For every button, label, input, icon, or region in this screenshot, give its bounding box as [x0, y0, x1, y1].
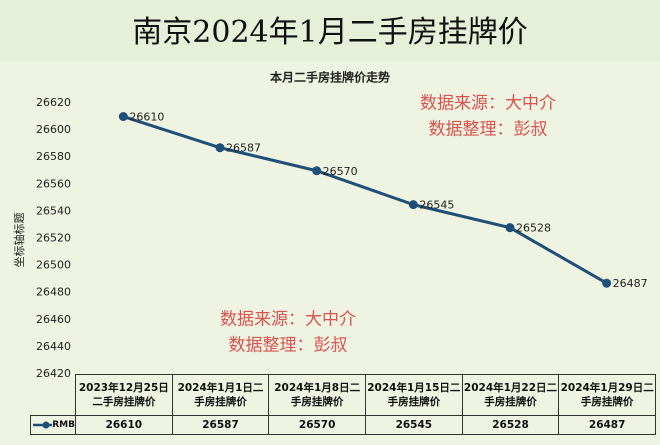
annotation: 数据整理：彭叔 [229, 336, 348, 356]
data-label: 26487 [613, 277, 648, 290]
banner [0, 0, 660, 62]
table-value: 26487 [558, 415, 656, 435]
table-header: 2024年1月29日二手房挂牌价 [558, 374, 656, 416]
y-tick-label: 26500 [36, 259, 71, 272]
table-header: 2023年12月25日二手房挂牌价 [75, 374, 173, 416]
table-value: 26570 [268, 415, 366, 435]
legend-label: RMB [52, 420, 75, 430]
annotation: 数据来源：大中介 [220, 310, 356, 330]
legend-key: RMB [30, 415, 76, 435]
y-tick-label: 26480 [36, 286, 71, 299]
annotation: 数据来源：大中介 [420, 94, 556, 114]
point [118, 112, 128, 122]
annotation: 数据整理：彭叔 [429, 120, 548, 140]
chart-title: 本月二手房挂牌价走势 [270, 70, 390, 85]
y-tick-label: 26600 [36, 123, 71, 136]
data-label: 26570 [323, 165, 358, 178]
y-tick-label: 26620 [36, 96, 71, 109]
y-tick-label: 26560 [36, 177, 71, 190]
point [215, 143, 225, 153]
table-value: 26528 [461, 415, 560, 435]
point [602, 278, 612, 288]
y-tick-label: 26440 [36, 340, 71, 353]
point [408, 200, 418, 210]
y-tick-label: 26580 [36, 150, 71, 163]
data-label: 26545 [419, 199, 454, 212]
point [312, 166, 322, 176]
table-header: 2024年1月22日二手房挂牌价 [461, 374, 560, 416]
legend-icon [33, 421, 53, 429]
table-value: 26610 [75, 415, 173, 435]
table-header: 2024年1月8日二手房挂牌价 [268, 374, 366, 416]
table-value: 26545 [365, 415, 463, 435]
table-header: 2024年1月15日二手房挂牌价 [365, 374, 463, 416]
table-header: 2024年1月1日二手房挂牌价 [171, 374, 270, 416]
y-tick-label: 26520 [36, 232, 71, 245]
data-label: 26610 [129, 111, 164, 124]
table-value: 26587 [171, 415, 270, 435]
data-label: 26528 [516, 222, 551, 235]
y-tick-label: 26540 [36, 204, 71, 217]
y-tick-label: 26460 [36, 313, 71, 326]
series-line [122, 115, 608, 285]
y-tick-label: 26420 [36, 367, 71, 380]
point [505, 223, 515, 233]
data-label: 26587 [226, 142, 261, 155]
y-axis-label: 坐标轴标题 [12, 213, 26, 268]
banner-title: 南京2024年1月二手房挂牌价 [132, 15, 527, 50]
